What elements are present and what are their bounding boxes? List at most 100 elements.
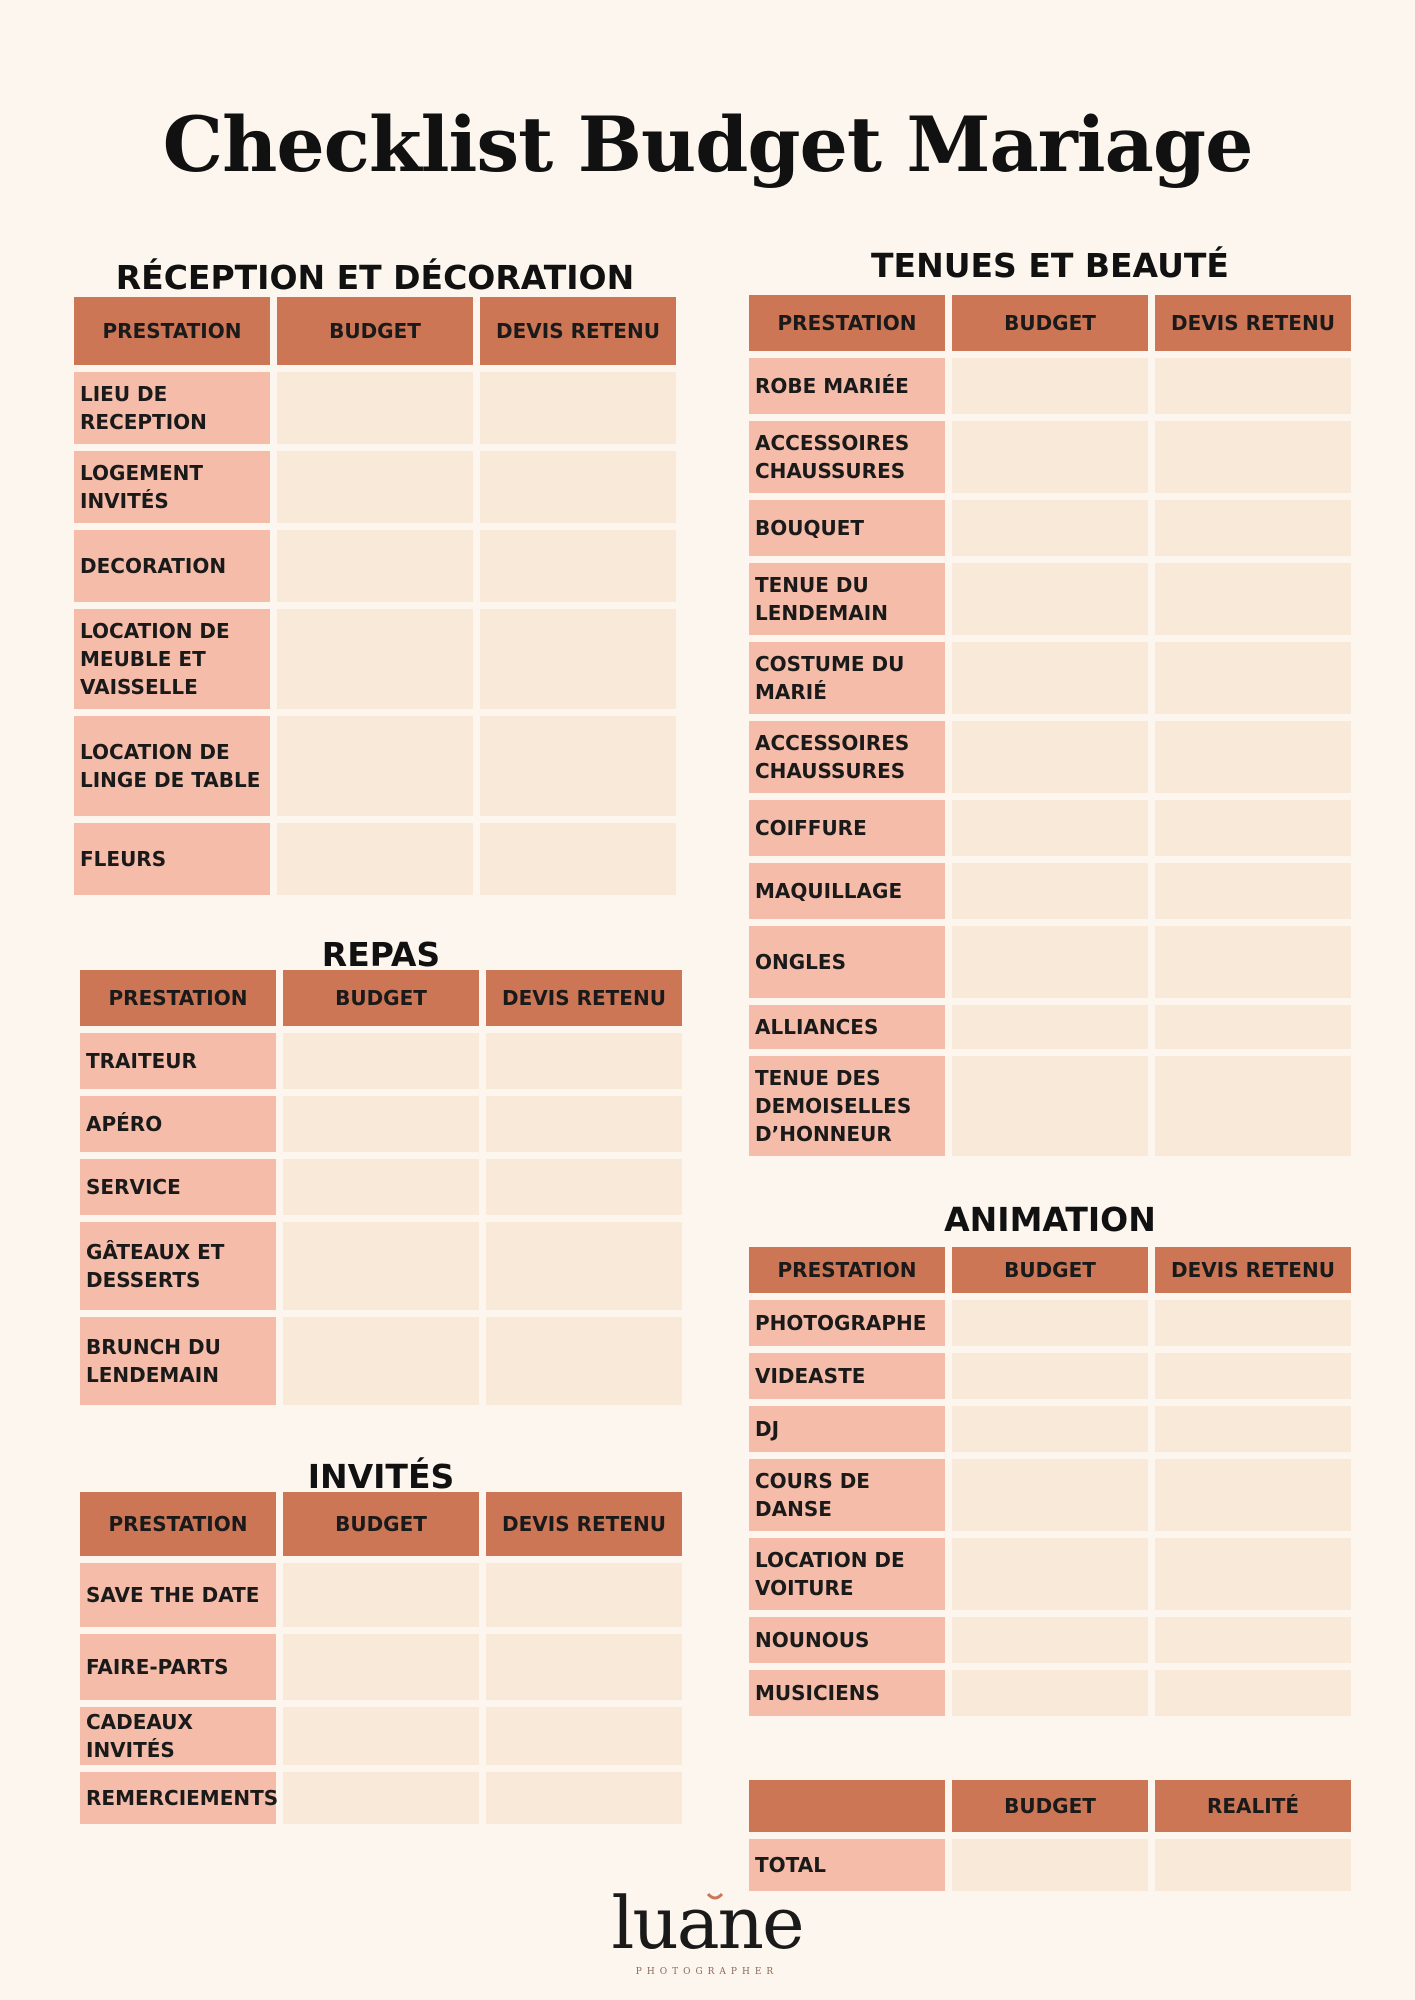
budget-cell[interactable] bbox=[952, 421, 1148, 493]
budget-cell[interactable] bbox=[952, 800, 1148, 856]
devis-cell[interactable] bbox=[1155, 863, 1351, 919]
budget-table: BUDGET REALITÉ TOTAL bbox=[742, 1773, 1358, 1898]
budget-cell[interactable] bbox=[952, 500, 1148, 556]
devis-cell[interactable] bbox=[1155, 721, 1351, 793]
devis-cell[interactable] bbox=[480, 823, 676, 895]
budget-cell[interactable] bbox=[952, 1005, 1148, 1049]
table-row: MUSICIENS bbox=[749, 1670, 1351, 1716]
column-header: DEVIS RETENU bbox=[486, 970, 682, 1026]
column-header: BUDGET bbox=[283, 1492, 479, 1556]
budget-cell[interactable] bbox=[952, 563, 1148, 635]
budget-cell[interactable] bbox=[952, 1300, 1148, 1346]
budget-cell[interactable] bbox=[283, 1033, 479, 1089]
budget-cell[interactable] bbox=[952, 1056, 1148, 1156]
budget-cell[interactable] bbox=[952, 1406, 1148, 1452]
table-row: DJ bbox=[749, 1406, 1351, 1452]
devis-cell[interactable] bbox=[480, 451, 676, 523]
devis-cell[interactable] bbox=[1155, 421, 1351, 493]
budget-cell[interactable] bbox=[952, 1459, 1148, 1531]
row-label: VIDEASTE bbox=[749, 1353, 945, 1399]
devis-cell[interactable] bbox=[1155, 1459, 1351, 1531]
budget-cell[interactable] bbox=[283, 1634, 479, 1700]
devis-cell[interactable] bbox=[486, 1772, 682, 1824]
table-row: ONGLES bbox=[749, 926, 1351, 998]
devis-cell[interactable] bbox=[1155, 1617, 1351, 1663]
devis-cell[interactable] bbox=[480, 716, 676, 816]
row-label: TENUE DU LENDEMAIN bbox=[749, 563, 945, 635]
budget-cell[interactable] bbox=[952, 863, 1148, 919]
devis-cell[interactable] bbox=[480, 609, 676, 709]
devis-cell[interactable] bbox=[1155, 1538, 1351, 1610]
budget-cell[interactable] bbox=[952, 1839, 1148, 1891]
budget-cell[interactable] bbox=[277, 451, 473, 523]
budget-cell[interactable] bbox=[952, 1670, 1148, 1716]
budget-cell[interactable] bbox=[283, 1159, 479, 1215]
column-header: DEVIS RETENU bbox=[1155, 1247, 1351, 1293]
column-header: PRESTATION bbox=[74, 297, 270, 365]
budget-cell[interactable] bbox=[277, 716, 473, 816]
header-row: BUDGET REALITÉ bbox=[749, 1780, 1351, 1832]
budget-cell[interactable] bbox=[283, 1707, 479, 1765]
budget-cell[interactable] bbox=[952, 642, 1148, 714]
devis-cell[interactable] bbox=[480, 530, 676, 602]
devis-cell[interactable] bbox=[486, 1563, 682, 1627]
budget-cell[interactable] bbox=[952, 358, 1148, 414]
row-label: ONGLES bbox=[749, 926, 945, 998]
devis-cell[interactable] bbox=[486, 1096, 682, 1152]
budget-cell[interactable] bbox=[283, 1772, 479, 1824]
devis-cell[interactable] bbox=[486, 1634, 682, 1700]
budget-cell[interactable] bbox=[283, 1096, 479, 1152]
devis-cell[interactable] bbox=[1155, 642, 1351, 714]
table-row: ROBE MARIÉE bbox=[749, 358, 1351, 414]
devis-cell[interactable] bbox=[1155, 1406, 1351, 1452]
devis-cell[interactable] bbox=[1155, 1005, 1351, 1049]
row-label: BRUNCH DU LENDEMAIN bbox=[80, 1317, 276, 1405]
devis-cell[interactable] bbox=[486, 1159, 682, 1215]
devis-cell[interactable] bbox=[1155, 563, 1351, 635]
table-row: REMERCIEMENTS bbox=[80, 1772, 682, 1824]
row-label: DECORATION bbox=[74, 530, 270, 602]
table-row: BRUNCH DU LENDEMAIN bbox=[80, 1317, 682, 1405]
row-label: ALLIANCES bbox=[749, 1005, 945, 1049]
budget-cell[interactable] bbox=[952, 1617, 1148, 1663]
table-row: LOGEMENT INVITÉS bbox=[74, 451, 676, 523]
budget-cell[interactable] bbox=[952, 1353, 1148, 1399]
budget-cell[interactable] bbox=[952, 926, 1148, 998]
devis-cell[interactable] bbox=[486, 1222, 682, 1310]
devis-cell[interactable] bbox=[486, 1707, 682, 1765]
budget-cell[interactable] bbox=[277, 609, 473, 709]
row-label: LOCATION DE LINGE DE TABLE bbox=[74, 716, 270, 816]
column-header: PRESTATION bbox=[749, 295, 945, 351]
budget-cell[interactable] bbox=[277, 530, 473, 602]
row-label: PHOTOGRAPHE bbox=[749, 1300, 945, 1346]
table-row: APÉRO bbox=[80, 1096, 682, 1152]
devis-cell[interactable] bbox=[486, 1317, 682, 1405]
budget-cell[interactable] bbox=[283, 1563, 479, 1627]
budget-cell[interactable] bbox=[952, 1538, 1148, 1610]
table-row: DECORATION bbox=[74, 530, 676, 602]
devis-cell[interactable] bbox=[1155, 1353, 1351, 1399]
section-title: RÉCEPTION ET DÉCORATION bbox=[115, 258, 635, 297]
budget-cell[interactable] bbox=[283, 1317, 479, 1405]
budget-cell[interactable] bbox=[952, 721, 1148, 793]
budget-cell[interactable] bbox=[277, 823, 473, 895]
realite-cell[interactable] bbox=[1155, 1839, 1351, 1891]
header-row: PRESTATION BUDGET DEVIS RETENU bbox=[74, 297, 676, 365]
devis-cell[interactable] bbox=[1155, 926, 1351, 998]
devis-cell[interactable] bbox=[1155, 1056, 1351, 1156]
devis-cell[interactable] bbox=[480, 372, 676, 444]
table-row: FLEURS bbox=[74, 823, 676, 895]
budget-cell[interactable] bbox=[277, 372, 473, 444]
header-row: PRESTATION BUDGET DEVIS RETENU bbox=[80, 970, 682, 1026]
devis-cell[interactable] bbox=[1155, 1300, 1351, 1346]
devis-cell[interactable] bbox=[1155, 800, 1351, 856]
devis-cell[interactable] bbox=[1155, 500, 1351, 556]
devis-cell[interactable] bbox=[486, 1033, 682, 1089]
row-label: REMERCIEMENTS bbox=[80, 1772, 278, 1824]
row-label: COURS DE DANSE bbox=[749, 1459, 945, 1531]
devis-cell[interactable] bbox=[1155, 1670, 1351, 1716]
budget-cell[interactable] bbox=[283, 1222, 479, 1310]
devis-cell[interactable] bbox=[1155, 358, 1351, 414]
row-label: MUSICIENS bbox=[749, 1670, 945, 1716]
column-header: BUDGET bbox=[277, 297, 473, 365]
